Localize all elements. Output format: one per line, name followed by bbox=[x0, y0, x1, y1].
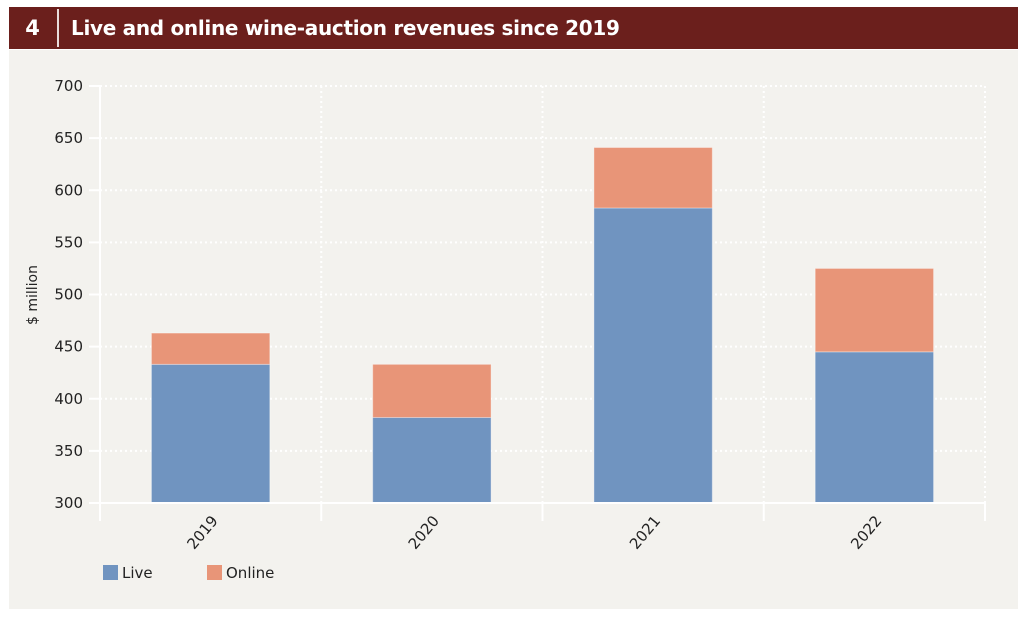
y-axis-label: $ million bbox=[25, 265, 41, 325]
header-divider bbox=[57, 9, 59, 47]
bar-live-2022 bbox=[814, 351, 935, 504]
x-tick-label: 2022 bbox=[847, 512, 885, 553]
x-tick-label: 2020 bbox=[405, 512, 443, 553]
y-tick-label: 550 bbox=[54, 233, 83, 251]
chart-number: 4 bbox=[25, 16, 40, 40]
bar-live-2021 bbox=[593, 207, 713, 504]
y-tick-label: 400 bbox=[54, 390, 83, 408]
legend-label-live: Live bbox=[122, 564, 153, 582]
bar-online-2021 bbox=[593, 147, 713, 209]
y-tick-label: 600 bbox=[54, 181, 83, 199]
bar-online-2020 bbox=[372, 363, 492, 419]
bar-live-2020 bbox=[372, 417, 492, 504]
bar-online-2019 bbox=[150, 332, 271, 365]
legend-label-online: Online bbox=[226, 564, 274, 582]
y-tick-label: 450 bbox=[54, 338, 83, 356]
bars bbox=[150, 147, 935, 504]
y-tick-label: 650 bbox=[54, 129, 83, 147]
x-tick-label: 2019 bbox=[183, 512, 221, 553]
bar-live-2019 bbox=[150, 363, 271, 504]
legend-swatch-live bbox=[103, 565, 118, 580]
legend-swatch-online bbox=[207, 565, 222, 580]
y-tick-label: 700 bbox=[54, 77, 83, 95]
y-tick-label: 500 bbox=[54, 286, 83, 304]
chart-header: 4 Live and online wine-auction revenues … bbox=[9, 7, 1018, 49]
bar-online-2022 bbox=[814, 267, 935, 353]
axes bbox=[89, 85, 986, 521]
x-tick-label: 2021 bbox=[626, 512, 664, 553]
y-tick-label: 300 bbox=[54, 494, 83, 512]
y-tick-label: 350 bbox=[54, 442, 83, 460]
chart-title: Live and online wine-auction revenues si… bbox=[71, 16, 620, 40]
legend: Live Online bbox=[103, 564, 274, 582]
